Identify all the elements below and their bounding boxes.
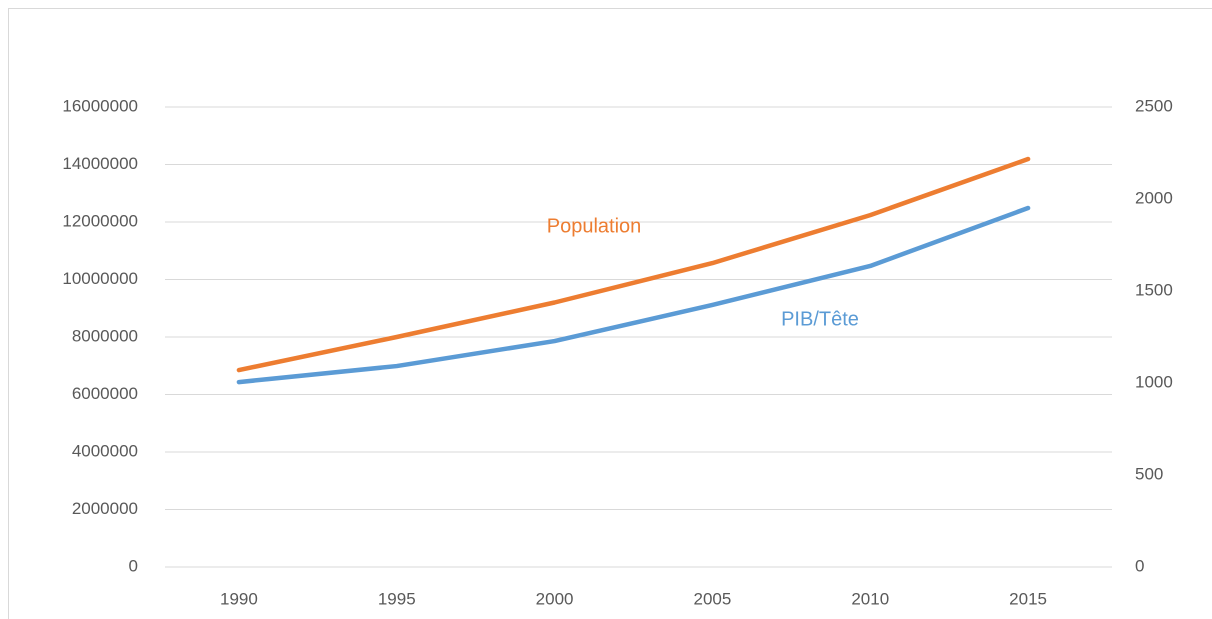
x-tick-label: 2005 — [694, 589, 732, 608]
y-tick-label: 8000000 — [72, 326, 138, 345]
x-tick-label: 2015 — [1009, 589, 1047, 608]
x-tick-label: 1995 — [378, 589, 416, 608]
y-tick-label: 10000000 — [62, 269, 138, 288]
series-label: Population — [547, 215, 642, 237]
x-tick-label: 2000 — [536, 589, 574, 608]
y2-tick-label: 1000 — [1135, 372, 1173, 391]
series-line — [236, 205, 1031, 385]
y2-tick-label: 2000 — [1135, 188, 1173, 207]
x-tick-label: 2010 — [851, 589, 889, 608]
y-tick-label: 4000000 — [72, 441, 138, 460]
series-line — [236, 156, 1031, 373]
chart-frame — [8, 8, 1212, 619]
y-tick-label: 2000000 — [72, 499, 138, 518]
series-label: PIB/Tête — [781, 308, 859, 330]
y-tick-label: 14000000 — [62, 154, 138, 173]
y-tick-label: 6000000 — [72, 384, 138, 403]
y-tick-label: 12000000 — [62, 211, 138, 230]
y2-tick-label: 2500 — [1135, 96, 1173, 115]
x-tick-label: 1990 — [220, 589, 258, 608]
y2-tick-label: 0 — [1135, 556, 1144, 575]
y2-tick-label: 500 — [1135, 464, 1163, 483]
y2-tick-label: 1500 — [1135, 280, 1173, 299]
y-tick-label: 0 — [129, 556, 138, 575]
y-tick-label: 16000000 — [62, 96, 138, 115]
